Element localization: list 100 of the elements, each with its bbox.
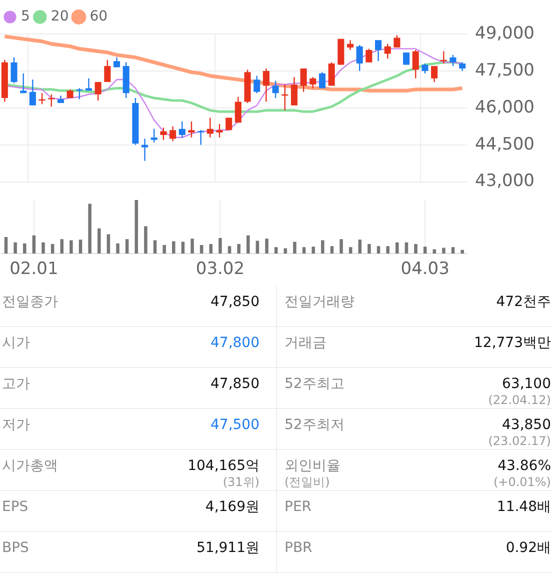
bar bbox=[181, 242, 185, 254]
text: 52주최저 bbox=[284, 417, 344, 433]
candlestick bbox=[300, 68, 307, 92]
candlestick bbox=[29, 78, 36, 106]
candlestick bbox=[318, 72, 326, 89]
bar bbox=[237, 244, 240, 254]
candlestick bbox=[375, 40, 382, 62]
candlestick bbox=[206, 117, 214, 138]
legend-label: 60 bbox=[90, 8, 108, 25]
bar bbox=[274, 247, 278, 254]
bar bbox=[106, 234, 110, 254]
x-tick-label: 03.02 bbox=[196, 259, 245, 280]
candlestick bbox=[188, 120, 195, 138]
candlestick bbox=[328, 62, 335, 86]
bar bbox=[376, 246, 380, 254]
bar bbox=[330, 246, 334, 254]
bar bbox=[218, 238, 222, 254]
candlestick bbox=[170, 126, 176, 142]
candlestick bbox=[384, 43, 391, 60]
candlestick bbox=[262, 68, 270, 102]
candlestick bbox=[48, 94, 55, 108]
text: 전일거래량 bbox=[284, 294, 354, 310]
legend-label: 20 bbox=[50, 8, 69, 25]
text: 거래금 bbox=[284, 335, 326, 351]
text: 47,850 bbox=[210, 294, 260, 310]
candlestick bbox=[394, 34, 400, 48]
candlestick bbox=[431, 65, 438, 83]
bar bbox=[172, 241, 176, 254]
candlestick bbox=[10, 56, 18, 84]
bar bbox=[460, 250, 464, 254]
text: 47,850 bbox=[210, 376, 260, 392]
y-tick-label: 44,500 bbox=[475, 134, 534, 154]
text: 43.86% (+0.01%) bbox=[493, 458, 551, 490]
text: 12,773백만 bbox=[474, 335, 551, 351]
text: 47,800 bbox=[210, 335, 260, 351]
bar bbox=[209, 244, 213, 254]
x-tick-label: 04.03 bbox=[400, 259, 450, 280]
y-tick-label: 49,000 bbox=[475, 23, 534, 44]
bar bbox=[190, 238, 194, 254]
bar bbox=[348, 247, 352, 254]
text: 472천주 bbox=[496, 294, 551, 310]
bar bbox=[78, 240, 82, 254]
candlestick bbox=[20, 72, 27, 94]
candlestick bbox=[450, 54, 456, 67]
bar bbox=[386, 246, 390, 254]
text: 4,169원 bbox=[205, 499, 260, 515]
candlestick bbox=[346, 40, 354, 51]
text: 저가 bbox=[2, 417, 30, 433]
bar bbox=[162, 245, 166, 254]
bar bbox=[88, 204, 92, 254]
candlestick bbox=[85, 78, 92, 92]
bar bbox=[265, 238, 268, 254]
candlestick bbox=[160, 127, 167, 141]
bar bbox=[302, 247, 306, 254]
candlestick bbox=[366, 48, 372, 63]
bar bbox=[442, 248, 446, 254]
bar bbox=[98, 228, 101, 254]
text: 104,165억 (31위) bbox=[188, 458, 260, 490]
bar bbox=[312, 246, 315, 254]
bar bbox=[368, 244, 371, 254]
bar bbox=[42, 242, 45, 254]
text: 시가 bbox=[2, 335, 30, 351]
text: 51,911원 bbox=[196, 540, 260, 556]
bar bbox=[14, 242, 17, 254]
candlestick bbox=[356, 44, 363, 72]
bar bbox=[284, 248, 288, 254]
bar bbox=[22, 243, 26, 254]
text: 고가 bbox=[2, 376, 30, 392]
bar bbox=[116, 243, 120, 254]
candlestick bbox=[310, 76, 316, 89]
legend-label: 5 bbox=[21, 8, 30, 25]
candlestick bbox=[94, 81, 102, 102]
bar bbox=[246, 235, 250, 254]
text: 43,850 (23.02.17) bbox=[488, 417, 551, 449]
y-tick-label: 46,000 bbox=[475, 97, 534, 118]
text: BPS bbox=[2, 540, 29, 556]
y-tick-label: 43,000 bbox=[475, 171, 534, 192]
text: 52주최고 bbox=[284, 376, 344, 392]
x-tick-label: 02.01 bbox=[10, 259, 58, 280]
bar bbox=[423, 246, 427, 254]
candlestick bbox=[113, 56, 120, 68]
text: 47,500 bbox=[210, 417, 260, 433]
bar bbox=[293, 242, 296, 254]
bar bbox=[404, 242, 408, 254]
candlestick bbox=[178, 120, 186, 138]
text: PBR bbox=[284, 540, 312, 556]
bar bbox=[396, 242, 399, 254]
candlestick bbox=[422, 62, 428, 74]
candlestick bbox=[254, 75, 260, 94]
text: 11.48배 bbox=[496, 499, 551, 515]
text: 외인비율 (전일비) bbox=[284, 458, 340, 490]
bar bbox=[321, 240, 324, 254]
text: EPS bbox=[2, 499, 28, 515]
candlestick bbox=[272, 80, 279, 99]
bar bbox=[70, 240, 73, 254]
bar bbox=[125, 239, 129, 254]
bar bbox=[451, 247, 455, 254]
candlestick bbox=[142, 138, 148, 162]
candlestick bbox=[290, 76, 298, 106]
text: PER bbox=[284, 499, 312, 515]
